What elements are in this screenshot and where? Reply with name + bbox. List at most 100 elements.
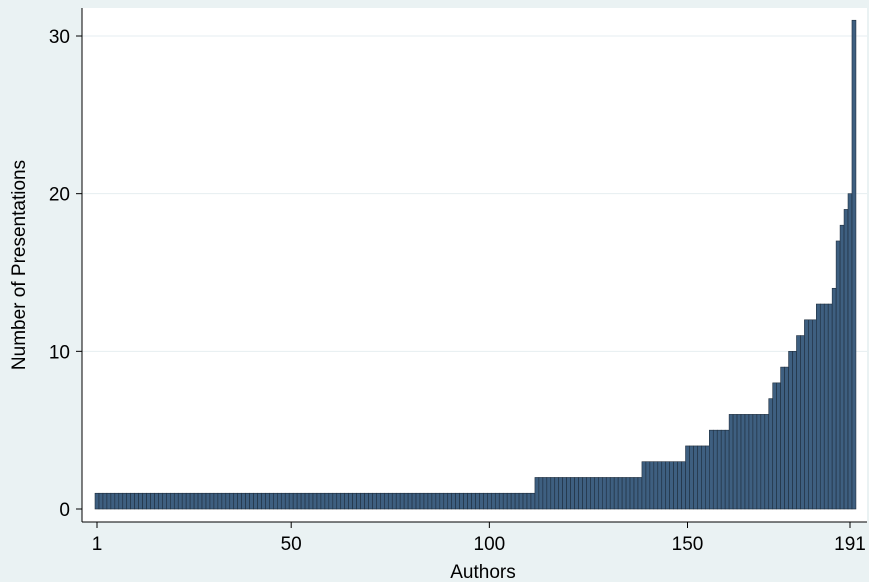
bar-author-148 — [677, 461, 682, 510]
bar-author-170 — [764, 414, 770, 510]
bar-author-160 — [724, 429, 730, 510]
bar-author-159 — [720, 429, 726, 510]
bar-author-187 — [831, 287, 837, 510]
bar-author-92 — [455, 492, 460, 510]
bar-author-172 — [772, 382, 777, 510]
bar-author-71 — [372, 492, 377, 510]
bar-author-44 — [265, 492, 270, 510]
bar-author-73 — [380, 492, 385, 510]
x-tick-label-50: 50 — [281, 534, 302, 555]
bar-author-140 — [645, 461, 651, 510]
bar-author-27 — [197, 492, 203, 510]
bar-author-43 — [261, 492, 266, 510]
bar-author-134 — [621, 477, 627, 510]
y-tick-label-20: 20 — [49, 185, 70, 206]
bar-author-37 — [237, 492, 242, 510]
bar-author-41 — [253, 492, 258, 510]
bar-author-19 — [166, 492, 171, 510]
bar-author-136 — [629, 477, 635, 510]
bar-author-36 — [233, 492, 238, 510]
bar-author-111 — [530, 492, 536, 510]
y-tick-label-30: 30 — [49, 27, 70, 48]
bar-author-13 — [142, 492, 147, 510]
bar-author-56 — [312, 492, 318, 510]
bar-author-49 — [284, 492, 290, 510]
bar-author-12 — [138, 492, 143, 510]
x-tick-label-1: 1 — [92, 534, 103, 555]
bar-author-89 — [443, 492, 449, 510]
bar-author-20 — [170, 492, 175, 510]
bar-author-103 — [498, 492, 504, 510]
bar-author-156 — [709, 429, 714, 510]
bar-author-45 — [269, 492, 274, 510]
bar-author-191 — [847, 193, 853, 510]
bar-author-40 — [249, 492, 254, 510]
bar-author-158 — [716, 429, 722, 510]
bar-author-122 — [574, 477, 579, 510]
bar-author-157 — [712, 429, 718, 510]
bar-author-97 — [475, 492, 480, 510]
bar-author-119 — [562, 477, 567, 510]
bar-author-69 — [364, 492, 369, 510]
bar-author-128 — [598, 477, 603, 510]
bar-author-167 — [752, 414, 758, 510]
bar-author-118 — [558, 477, 563, 510]
bar-author-22 — [177, 492, 183, 510]
bar-author-190 — [843, 209, 849, 510]
bar-author-6 — [114, 492, 120, 510]
bar-author-42 — [257, 492, 262, 510]
bar-author-90 — [447, 492, 452, 510]
x-tick-label-100: 100 — [474, 534, 506, 555]
bar-author-116 — [550, 477, 556, 510]
bar-author-179 — [800, 335, 805, 510]
bar-author-8 — [122, 492, 128, 510]
bar-author-154 — [701, 445, 706, 510]
bar-author-66 — [352, 492, 357, 510]
bar-author-188 — [835, 240, 841, 510]
bar-author-53 — [300, 492, 306, 510]
bar-author-2 — [98, 492, 104, 510]
bar-author-9 — [126, 492, 131, 510]
bar-author-48 — [280, 492, 286, 510]
bar-author-72 — [376, 492, 381, 510]
bar-author-67 — [356, 492, 361, 510]
bar-author-68 — [360, 492, 365, 510]
y-axis-title: Number of Presentations — [9, 160, 30, 370]
bar-author-65 — [348, 492, 353, 510]
bar-author-175 — [784, 366, 789, 510]
bar-author-101 — [491, 492, 496, 510]
bar-author-113 — [538, 477, 544, 510]
bar-author-169 — [760, 414, 766, 510]
bar-author-32 — [217, 492, 223, 510]
bar-author-124 — [582, 477, 587, 510]
bar-author-88 — [439, 492, 445, 510]
bar-author-121 — [570, 477, 575, 510]
bar-author-123 — [578, 477, 583, 510]
bar-author-165 — [744, 414, 750, 510]
bar-author-3 — [102, 492, 108, 510]
x-tick-label-150: 150 — [672, 534, 704, 555]
bar-author-153 — [697, 445, 702, 510]
x-tick-label-191: 191 — [834, 534, 866, 555]
bar-author-1 — [94, 492, 100, 510]
bar-author-117 — [554, 477, 559, 510]
bar-author-38 — [241, 492, 246, 510]
bar-author-52 — [296, 492, 302, 510]
bar-author-60 — [328, 492, 334, 510]
bar-author-57 — [316, 492, 322, 510]
bar-author-94 — [463, 492, 468, 510]
bar-author-93 — [459, 492, 464, 510]
bar-author-59 — [324, 492, 330, 510]
bar-author-81 — [411, 492, 417, 510]
bar-author-30 — [209, 492, 215, 510]
bar-author-108 — [518, 492, 524, 510]
bar-author-181 — [808, 319, 813, 510]
bar-author-138 — [637, 477, 643, 510]
bar-author-192 — [851, 19, 857, 510]
bar-author-24 — [185, 492, 191, 510]
bar-author-130 — [605, 477, 611, 510]
bar-author-120 — [566, 477, 571, 510]
bar-author-162 — [732, 414, 738, 510]
bar-author-127 — [594, 477, 599, 510]
